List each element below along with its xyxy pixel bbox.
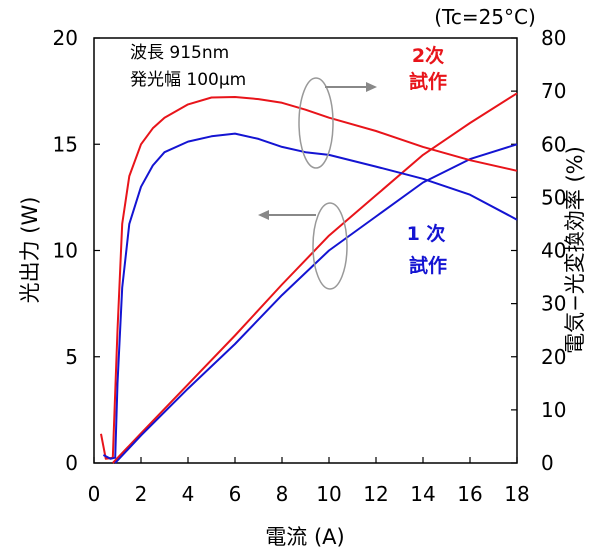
y-axis-right-title: 電気−光変換効率 (%) bbox=[563, 146, 587, 354]
tick-labels: 0 2 4 6 8 10 12 14 16 18 0 5 10 15 20 0 10 20 30 40 50 60 70 80 bbox=[53, 26, 567, 506]
series-label-1st-line2: 試作 bbox=[409, 254, 447, 277]
x-tick-label: 12 bbox=[363, 482, 388, 506]
series-lines bbox=[100, 92, 518, 464]
x-tick-label: 0 bbox=[88, 482, 101, 506]
y-left-tick-label: 5 bbox=[65, 345, 78, 369]
x-tick-label: 14 bbox=[410, 482, 435, 506]
x-axis-title: 電流 (A) bbox=[265, 525, 344, 549]
y-right-tick-label: 70 bbox=[541, 79, 566, 103]
y-right-tick-label: 60 bbox=[541, 132, 566, 156]
tick-marks bbox=[93, 37, 518, 464]
arrow-left-head bbox=[258, 210, 269, 220]
x-tick-label: 10 bbox=[316, 482, 341, 506]
y-axis-left-title: 光出力 (W) bbox=[18, 197, 42, 304]
x-tick-label: 4 bbox=[182, 482, 195, 506]
red-series-ellipse bbox=[298, 77, 334, 169]
annotation-wavelength: 波長 915nm bbox=[130, 43, 229, 63]
x-tick-label: 2 bbox=[135, 482, 148, 506]
series-line-right-red bbox=[100, 96, 518, 460]
y-left-tick-label: 20 bbox=[53, 26, 78, 50]
plot-frame bbox=[93, 37, 518, 464]
x-tick-label: 6 bbox=[229, 482, 242, 506]
series-line-left-blue bbox=[114, 143, 518, 464]
y-right-tick-label: 20 bbox=[541, 345, 566, 369]
x-tick-label: 8 bbox=[276, 482, 289, 506]
y-right-tick-label: 80 bbox=[541, 26, 566, 50]
y-left-tick-label: 0 bbox=[65, 451, 78, 475]
condition-label: (Tc=25°C) bbox=[434, 5, 536, 29]
y-left-tick-label: 15 bbox=[53, 132, 78, 156]
series-label-1st-line1: 1 次 bbox=[407, 222, 446, 245]
series-line-left-red bbox=[112, 92, 518, 464]
y-right-tick-label: 30 bbox=[541, 292, 566, 316]
arrow-right-head bbox=[366, 82, 377, 92]
annotation-emitter-width: 発光幅 100μm bbox=[130, 70, 246, 90]
series-label-2nd-line2: 試作 bbox=[409, 70, 447, 93]
series-line-right-blue bbox=[102, 132, 518, 460]
y-right-tick-label: 40 bbox=[541, 239, 566, 263]
y-right-tick-label: 0 bbox=[541, 451, 554, 475]
x-tick-label: 16 bbox=[457, 482, 482, 506]
x-tick-label: 18 bbox=[504, 482, 529, 506]
y-right-tick-label: 10 bbox=[541, 398, 566, 422]
blue-series-ellipse bbox=[312, 202, 348, 290]
series-label-2nd-line1: 2次 bbox=[412, 44, 444, 67]
y-right-tick-label: 50 bbox=[541, 185, 566, 209]
y-left-tick-label: 10 bbox=[53, 239, 78, 263]
